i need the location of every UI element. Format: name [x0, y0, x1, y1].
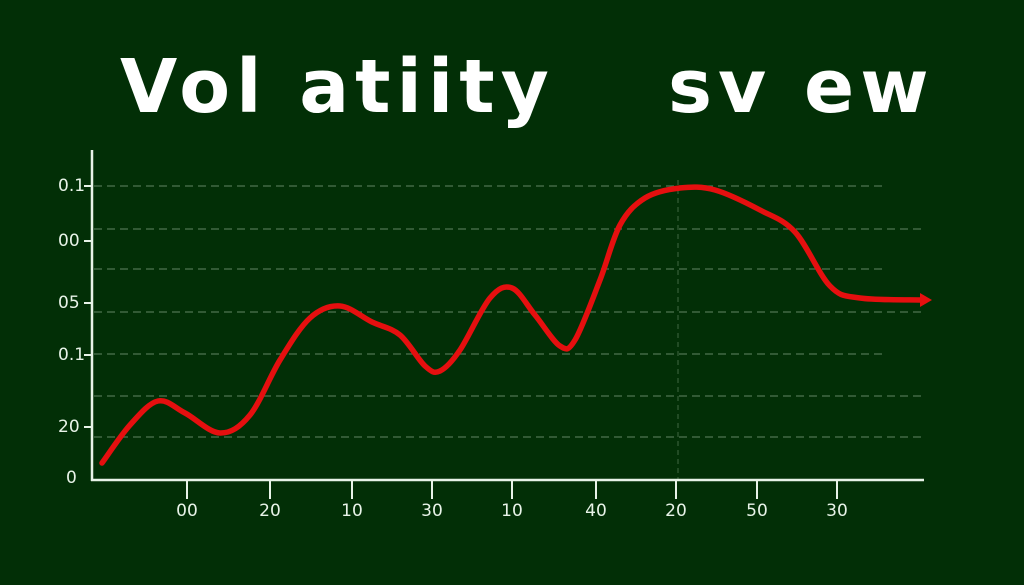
x-axis-ticks: [186, 480, 838, 499]
arrow-head-icon: [920, 293, 932, 307]
x-tick-label: 10: [501, 501, 523, 521]
x-tick-label: 20: [665, 501, 687, 521]
volatility-line: [99, 184, 925, 466]
y-tick-label: 0.1: [58, 345, 86, 365]
x-tick-label: 30: [826, 501, 848, 521]
chart-title-right: sv ew: [668, 44, 935, 130]
y-axis-ticks: [84, 185, 92, 428]
gridlines: [94, 185, 924, 438]
x-tick-label: 30: [421, 501, 443, 521]
x-tick-label: 50: [746, 501, 768, 521]
chart-title-left: Vol atiity: [120, 44, 555, 130]
y-tick-label: 00: [58, 231, 80, 251]
x-tick-label: 10: [341, 501, 363, 521]
y-tick-label: 0: [66, 468, 77, 488]
x-tick-label: 20: [259, 501, 281, 521]
x-tick-label: 00: [176, 501, 198, 521]
x-tick-label: 40: [585, 501, 607, 521]
y-tick-label: 0.1: [58, 176, 86, 196]
y-tick-label: 05: [58, 293, 80, 313]
y-tick-label: 20: [58, 417, 80, 437]
chart-title: Vol atiity sv ew: [0, 42, 1024, 132]
